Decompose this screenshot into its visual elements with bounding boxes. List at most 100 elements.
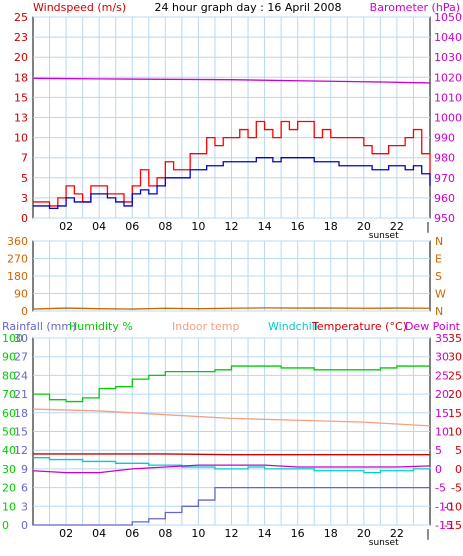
p1-x-tick: 22	[390, 220, 404, 233]
dewpoint-line	[32, 464, 431, 474]
rainfall-tick: 12	[14, 444, 28, 457]
windspeed-tick: 5	[21, 172, 28, 185]
temperature-tick: 20	[448, 388, 462, 401]
direction-tick: 360	[7, 235, 28, 248]
compass-tick: E	[435, 253, 442, 266]
temperature-tick: 30	[448, 351, 462, 364]
windspeed-tick: 0	[21, 212, 28, 225]
rainfall-tick: 30	[14, 332, 28, 345]
barometer-tick: 990	[434, 132, 455, 145]
rainfall-tick: 15	[14, 426, 28, 439]
temperature-humidity-panel: 0102030405060708090100036912151821242730…	[2, 332, 462, 548]
humidity-tick: 80	[2, 369, 16, 382]
indoor-temp-label: Indoor temp	[172, 320, 239, 333]
rainfall-axis-label: Rainfall (mm)	[2, 320, 76, 333]
barometer-tick: 960	[434, 192, 455, 205]
compass-tick: W	[435, 288, 446, 301]
humidity-tick: 20	[2, 482, 16, 495]
rainfall-tick: 18	[14, 407, 28, 420]
humidity-tick: 40	[2, 444, 16, 457]
rainfall-line	[33, 486, 430, 526]
dewpoint-tick: 15	[435, 407, 449, 420]
dewpoint-tick: 20	[435, 388, 449, 401]
barometer-tick: 1000	[434, 112, 462, 125]
humidity-axis-label: Humidity %	[69, 320, 133, 333]
p1-x-tick: 14	[258, 220, 272, 233]
p1-x-tick: 18	[324, 220, 338, 233]
windchill-label: Windchill	[268, 320, 318, 333]
barometer-tick: 980	[434, 152, 455, 165]
p1-x-tick: 12	[225, 220, 239, 233]
p1-x-tick: 16	[291, 220, 305, 233]
p1-x-tick: 02	[59, 220, 73, 233]
dewpoint-tick: 25	[435, 369, 449, 382]
temperature-tick: 25	[448, 369, 462, 382]
humidity-tick: 90	[2, 351, 16, 364]
barometer-line	[32, 77, 431, 84]
barometer-tick: 970	[434, 172, 455, 185]
dewpoint-label: Dew Point	[405, 320, 461, 333]
windspeed-tick: 10	[14, 132, 28, 145]
dewpoint-tick: 5	[435, 444, 442, 457]
temperature-tick: -10	[444, 500, 462, 513]
temperature-tick: -5	[451, 482, 462, 495]
temperature-axis-label: Temperature (°C)	[311, 320, 407, 333]
p3-x-tick: 22	[390, 527, 404, 540]
p1-x-tick: 08	[158, 220, 172, 233]
compass-tick: N	[435, 235, 443, 248]
humidity-tick: 50	[2, 426, 16, 439]
barometer-tick: 1010	[434, 91, 462, 104]
barometer-tick: 1050	[434, 11, 462, 24]
barometer-tick: 950	[434, 212, 455, 225]
humidity-tick: 70	[2, 388, 16, 401]
dewpoint-tick: 0	[435, 463, 442, 476]
dewpoint-tick: 35	[435, 332, 449, 345]
humidity-tick: 0	[2, 519, 9, 532]
p1-x-tick: 10	[191, 220, 205, 233]
wind-gust-line	[33, 120, 431, 207]
direction-tick: 180	[7, 270, 28, 283]
p1-sunset-label: sunset	[369, 231, 399, 241]
dewpoint-tick: 30	[435, 351, 449, 364]
temperature-tick: 15	[448, 407, 462, 420]
wind-average-line	[33, 157, 431, 210]
windspeed-tick: 15	[14, 91, 28, 104]
windchill-line	[33, 457, 431, 474]
p3-sunset-label: sunset	[369, 538, 399, 548]
p1-x-tick: |	[426, 220, 430, 233]
barometer-tick: 1040	[434, 31, 462, 44]
temperature-tick: 5	[455, 444, 462, 457]
windspeed-tick: 13	[14, 112, 28, 125]
rainfall-tick: 3	[21, 500, 28, 513]
windspeed-tick: 25	[14, 11, 28, 24]
dewpoint-tick: 10	[435, 426, 449, 439]
wind-direction-line	[32, 307, 431, 310]
compass-tick: S	[435, 270, 442, 283]
windspeed-tick: 18	[14, 71, 28, 84]
p3-x-tick: 02	[59, 527, 73, 540]
dewpoint-tick: -10	[435, 500, 453, 513]
dewpoint-tick: -15	[435, 519, 453, 532]
temperature-line	[33, 453, 430, 456]
compass-tick: N	[435, 305, 443, 318]
windspeed-axis-label: Windspeed (m/s)	[33, 1, 126, 14]
p1-x-tick: 06	[125, 220, 139, 233]
p3-x-tick: 10	[191, 527, 205, 540]
p1-x-tick: 04	[92, 220, 106, 233]
temperature-tick: -15	[444, 519, 462, 532]
windspeed-tick: 3	[21, 192, 28, 205]
p3-x-tick: 12	[225, 527, 239, 540]
rainfall-tick: 27	[14, 351, 28, 364]
rainfall-tick: 0	[21, 519, 28, 532]
windspeed-tick: 23	[14, 31, 28, 44]
p3-x-tick: 14	[258, 527, 272, 540]
p3-x-tick: 06	[125, 527, 139, 540]
barometer-tick: 1030	[434, 51, 462, 64]
temperature-tick: 35	[448, 332, 462, 345]
wind-barometer-panel: 0357101315182023259509609709809901000101…	[14, 11, 462, 241]
chart-title: 24 hour graph day : 16 April 2008	[155, 1, 342, 14]
humidity-tick: 10	[2, 500, 16, 513]
